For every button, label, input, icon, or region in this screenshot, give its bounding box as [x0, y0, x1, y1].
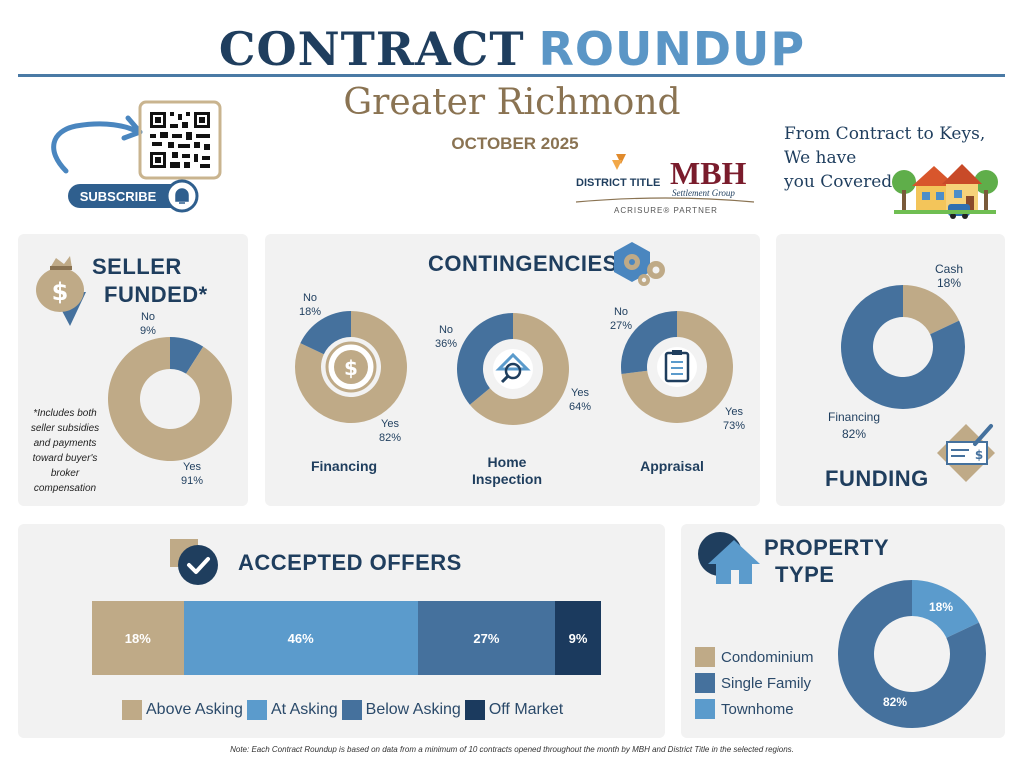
- tagline-line-1: From Contract to Keys,: [784, 124, 986, 144]
- property-title-line-2: TYPE: [775, 562, 835, 587]
- region-title: Greater Richmond: [343, 82, 681, 123]
- donut-slice-seller-no: [170, 337, 204, 374]
- title-roundup: ROUNDUP: [538, 22, 806, 76]
- funding-cash-label: Cash 18%: [934, 262, 963, 290]
- property-type-legend: Condominium Single Family Townhome: [695, 644, 814, 722]
- appraisal-yes-label: Yes 73%: [722, 406, 746, 432]
- seller-footnote: *Includes both seller subsidies and paym…: [30, 408, 100, 494]
- accepted-offers-bar: 18% 46% 27% 9%: [92, 601, 601, 675]
- appraisal-no-label: No 27%: [609, 306, 633, 332]
- checkmark-icon: [170, 539, 218, 585]
- seller-yes-label: Yes 91%: [180, 461, 204, 487]
- property-single-family-value: 82%: [882, 695, 908, 709]
- bell-icon: [175, 188, 189, 204]
- gears-icon: [614, 242, 665, 286]
- donut-slice-townhome: [912, 580, 979, 638]
- legend-item-townhome: Townhome: [695, 696, 814, 722]
- donut-slice-funding-financing: [841, 285, 965, 409]
- home-inspection-yes-label: Yes 64%: [568, 387, 592, 413]
- partner-logos: DISTRICT TITLE MBH Settlement Group ACRI…: [575, 154, 755, 215]
- arrow-curve-icon: [51, 121, 139, 174]
- money-bag-icon: $: [36, 256, 86, 326]
- donut-slice-single-family: [838, 580, 986, 728]
- check-pen-icon: $: [937, 424, 995, 482]
- property-type-donut: [838, 580, 986, 728]
- footnote: Note: Each Contract Roundup is based on …: [230, 745, 794, 754]
- svg-text:$: $: [52, 278, 69, 306]
- legend-item-above-asking: Above Asking: [122, 700, 243, 720]
- financing-no-label: No 18%: [298, 292, 322, 318]
- accepted-offers-title: ACCEPTED OFFERS: [238, 550, 462, 575]
- bar-segment-at-asking: 46%: [183, 601, 418, 675]
- donut-slice-financing-no: [300, 311, 351, 355]
- clipboard-icon: [657, 347, 697, 387]
- property-townhome-value: 18%: [928, 600, 954, 614]
- subscribe-graphic: SUBSCRIBE: [51, 100, 222, 213]
- funding-financing-label: Financing 82%: [827, 410, 881, 441]
- home-inspection-no-label: No 36%: [434, 324, 458, 350]
- legend-item-at-asking: At Asking: [246, 700, 338, 720]
- donut-slice-appraisal-yes: [621, 311, 733, 423]
- report-month: OCTOBER 2025: [451, 134, 579, 153]
- tagline: From Contract to Keys, We have you Cover…: [784, 122, 1004, 194]
- tagline-line-3: you Covered: [784, 172, 893, 192]
- funding-title: FUNDING: [825, 466, 929, 491]
- financing-category: Financing: [310, 458, 378, 474]
- donut-slice-funding-cash: [903, 285, 960, 335]
- title-contract: CONTRACT: [218, 22, 525, 76]
- appraisal-donut: [621, 311, 733, 423]
- houses-illustration-icon: [892, 164, 998, 219]
- funding-donut: [841, 285, 965, 409]
- svg-text:$: $: [344, 356, 358, 380]
- donut-slice-financing-yes: [295, 311, 407, 423]
- donut-slice-appraisal-no: [621, 311, 677, 375]
- svg-text:MBH: MBH: [670, 155, 747, 191]
- house-icon: [698, 532, 760, 584]
- financing-contingency-donut: $: [295, 311, 407, 423]
- bar-segment-above-asking: 18%: [92, 601, 184, 675]
- subscribe-button[interactable]: SUBSCRIBE: [80, 189, 157, 204]
- acrisure-partner-text: ACRISURE® PARTNER: [614, 206, 718, 215]
- seller-no-label: No 9%: [140, 311, 156, 337]
- donut-slice-seller-yes: [108, 337, 232, 461]
- legend-item-condominium: Condominium: [695, 644, 814, 670]
- appraisal-category: Appraisal: [640, 458, 704, 474]
- header-divider: [18, 74, 1005, 77]
- district-title-logo: DISTRICT TITLE: [576, 154, 660, 189]
- qr-code-icon[interactable]: [138, 100, 222, 180]
- legend-item-single-family: Single Family: [695, 670, 814, 696]
- house-magnifier-icon: [493, 349, 533, 389]
- seller-title-line-1: SELLER: [92, 254, 182, 279]
- tagline-line-2: We have: [784, 148, 857, 168]
- contingencies-title: CONTINGENCIES: [428, 251, 618, 276]
- legend-item-below-asking: Below Asking: [341, 700, 461, 720]
- svg-text:Settlement Group: Settlement Group: [672, 188, 735, 198]
- seller-funded-donut: [108, 337, 232, 461]
- home-inspection-category: Home Inspection: [471, 454, 542, 487]
- svg-text:$: $: [975, 448, 983, 462]
- home-inspection-donut: [457, 313, 569, 425]
- donut-slice-home-yes: [469, 313, 569, 425]
- svg-text:DISTRICT TITLE: DISTRICT TITLE: [576, 177, 660, 189]
- bar-segment-off-market: 9%: [555, 601, 601, 675]
- mbh-logo: MBH Settlement Group: [670, 155, 747, 198]
- legend-item-off-market: Off Market: [464, 700, 563, 720]
- accepted-offers-legend: Above Asking At Asking Below Asking Off …: [122, 700, 567, 720]
- financing-yes-label: Yes 82%: [378, 418, 402, 444]
- page-title: CONTRACT ROUNDUP: [0, 22, 1024, 76]
- property-title-line-1: PROPERTY: [764, 535, 890, 560]
- donut-slice-home-no: [457, 313, 513, 405]
- seller-title-line-2: FUNDED*: [104, 282, 208, 307]
- bar-segment-below-asking: 27%: [417, 601, 556, 675]
- subscribe-button-bg[interactable]: [68, 184, 188, 208]
